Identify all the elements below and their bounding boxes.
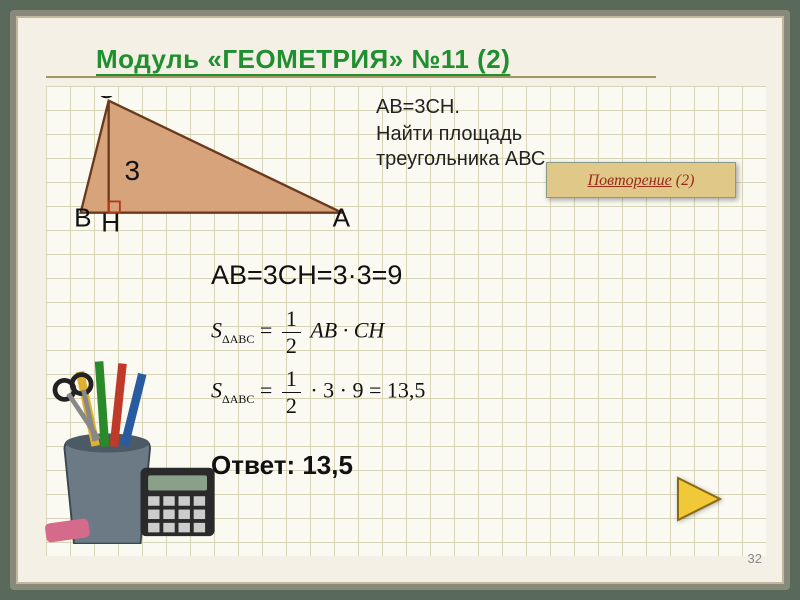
triangle-figure: В Н А С 3 <box>66 96 366 236</box>
next-arrow-button[interactable] <box>674 474 724 524</box>
page-number: 32 <box>748 551 762 566</box>
answer-text: Ответ: 13,5 <box>211 450 353 481</box>
school-supplies-icon <box>36 344 226 544</box>
height-value: 3 <box>125 155 141 186</box>
formula-area-numeric: SΔАВС = 1 2 · 3 · 9 = 13,5 <box>211 366 425 419</box>
slide-title: Модуль «ГЕОМЕТРИЯ» №11 (2) <box>96 44 510 75</box>
title-underline <box>46 76 656 78</box>
label-H: Н <box>101 207 120 236</box>
repeat-button[interactable]: Повторение (2) <box>546 162 736 198</box>
label-C: С <box>97 96 116 104</box>
repeat-button-label: Повторение <box>588 172 672 189</box>
problem-given: АВ=3СН. <box>376 96 460 119</box>
formula-area-general: SΔАВС = 1 2 AB · CH <box>211 306 384 359</box>
label-B: В <box>74 203 91 233</box>
slide-frame: Модуль «ГЕОМЕТРИЯ» №11 (2) АВ=3СН. Найти… <box>10 10 790 590</box>
repeat-button-count: (2) <box>676 172 695 189</box>
label-A: А <box>333 203 351 233</box>
equation-ab: АВ=3СН=3·3=9 <box>211 260 402 291</box>
